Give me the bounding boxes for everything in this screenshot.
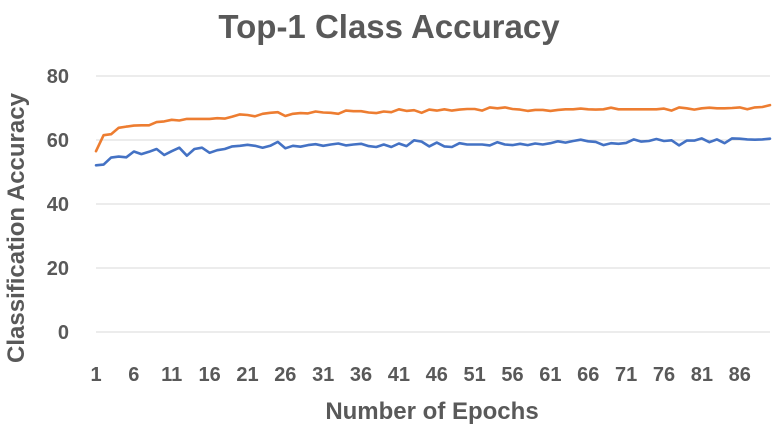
x-tick-label: 16 (198, 364, 220, 386)
x-axis-ticks: 1 6 11 16 21 26 31 36 41 46 51 56 61 66 71 76 81 86 (90, 364, 750, 386)
x-tick-label: 81 (691, 364, 713, 386)
x-tick-label: 36 (350, 364, 372, 386)
y-tick-label: 0 (58, 322, 69, 344)
x-tick-label: 41 (388, 364, 410, 386)
x-tick-label: 26 (274, 364, 296, 386)
y-tick-label: 40 (47, 194, 69, 216)
y-axis-ticks: 0 20 40 60 80 (47, 66, 69, 344)
series-lines (94, 103, 772, 167)
series-line-1 (94, 103, 772, 153)
x-tick-label: 1 (90, 364, 101, 386)
x-axis-title: Number of Epochs (325, 398, 538, 425)
x-tick-label: 6 (128, 364, 139, 386)
x-tick-label: 51 (464, 364, 486, 386)
series-line-2 (94, 137, 772, 167)
x-tick-label: 71 (615, 364, 637, 386)
gridlines (96, 75, 770, 333)
y-tick-label: 20 (47, 258, 69, 280)
y-tick-label: 60 (47, 130, 69, 152)
x-tick-label: 46 (426, 364, 448, 386)
x-tick-label: 56 (501, 364, 523, 386)
y-tick-label: 80 (47, 66, 69, 88)
x-tick-label: 61 (539, 364, 561, 386)
chart-title: Top-1 Class Accuracy (218, 8, 560, 45)
x-tick-label: 21 (236, 364, 258, 386)
x-tick-label: 86 (729, 364, 751, 386)
x-tick-label: 66 (577, 364, 599, 386)
x-tick-label: 11 (161, 364, 182, 386)
x-tick-label: 31 (312, 364, 334, 386)
y-axis-title: Classification Accuracy (3, 92, 30, 363)
x-tick-label: 76 (653, 364, 675, 386)
